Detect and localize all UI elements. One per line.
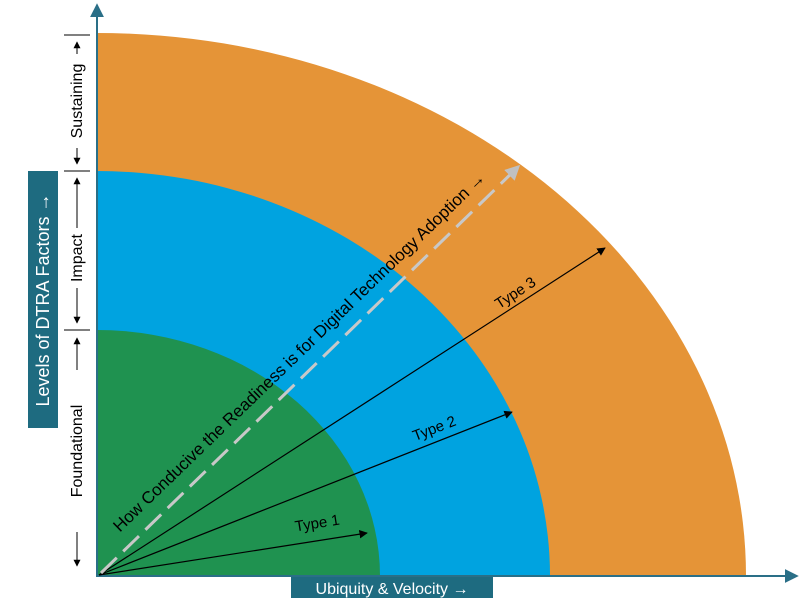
type-1-arrow — [98, 530, 368, 576]
level-label-sustaining: Sustaining — [69, 64, 86, 139]
foundational-band — [97, 330, 380, 576]
level-label-foundational: Foundational — [69, 405, 86, 498]
y-axis-title: Levels of DTRA Factors → — [33, 193, 53, 406]
type-3-arrow — [98, 247, 606, 576]
level-label-impact: Impact — [69, 233, 86, 282]
level-brackets — [64, 34, 90, 567]
x-axis-title: Ubiquity & Velocity → — [316, 581, 469, 598]
y-axis-title-box — [28, 171, 58, 428]
readiness-dashed-arrow — [99, 164, 521, 575]
type-2-arrow — [98, 410, 513, 576]
type-1-label: Type 1 — [294, 512, 341, 536]
x-axis-title-box — [291, 577, 493, 598]
